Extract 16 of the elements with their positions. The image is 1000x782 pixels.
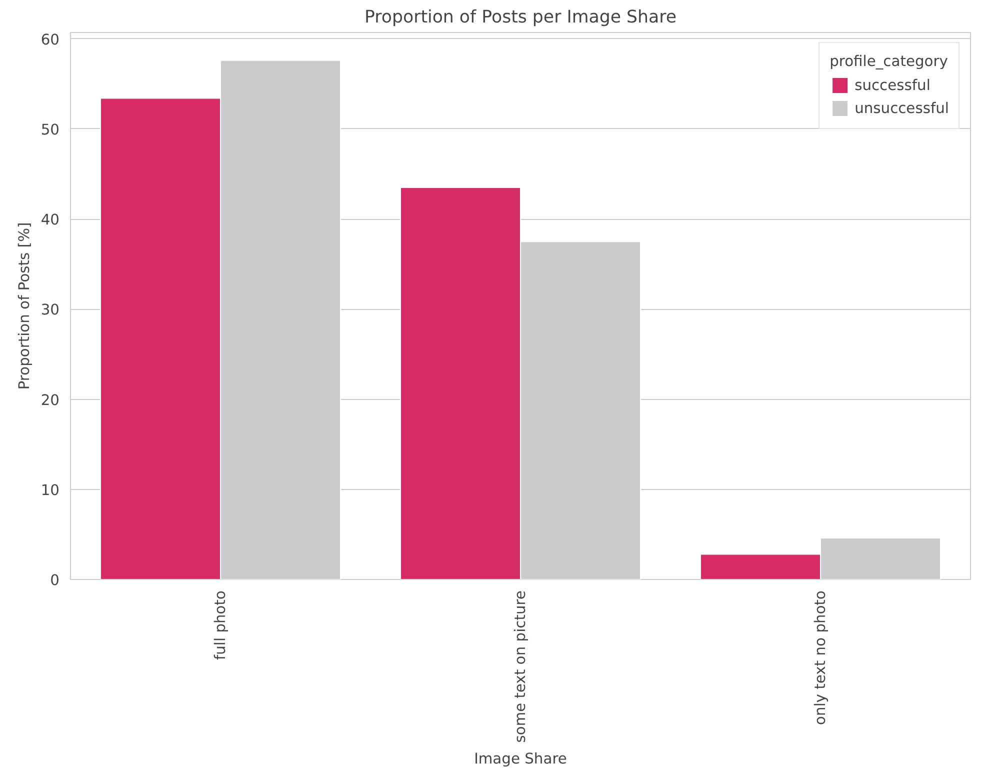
legend-label: successful: [854, 76, 930, 94]
legend-label: unsuccessful: [854, 100, 949, 116]
legend-title: profile_category: [830, 53, 949, 70]
y-tick-label: 30: [40, 302, 60, 319]
x-axis-title: Image Share: [474, 750, 567, 768]
chart-title: Proportion of Posts per Image Share: [364, 8, 677, 28]
y-tick-label: 40: [40, 212, 60, 229]
x-tick-label: full photo: [212, 590, 229, 660]
y-tick-label: 20: [40, 392, 60, 409]
y-tick-label: 0: [50, 572, 60, 589]
y-axis-title: Proportion of Posts [%]: [16, 222, 33, 390]
x-tick-label: some text on picture: [512, 590, 529, 743]
y-tick-label: 60: [40, 31, 60, 48]
y-tick-label: 50: [40, 121, 60, 138]
x-tick-label: only text no photo: [812, 590, 829, 725]
y-tick-label: 10: [40, 482, 60, 499]
